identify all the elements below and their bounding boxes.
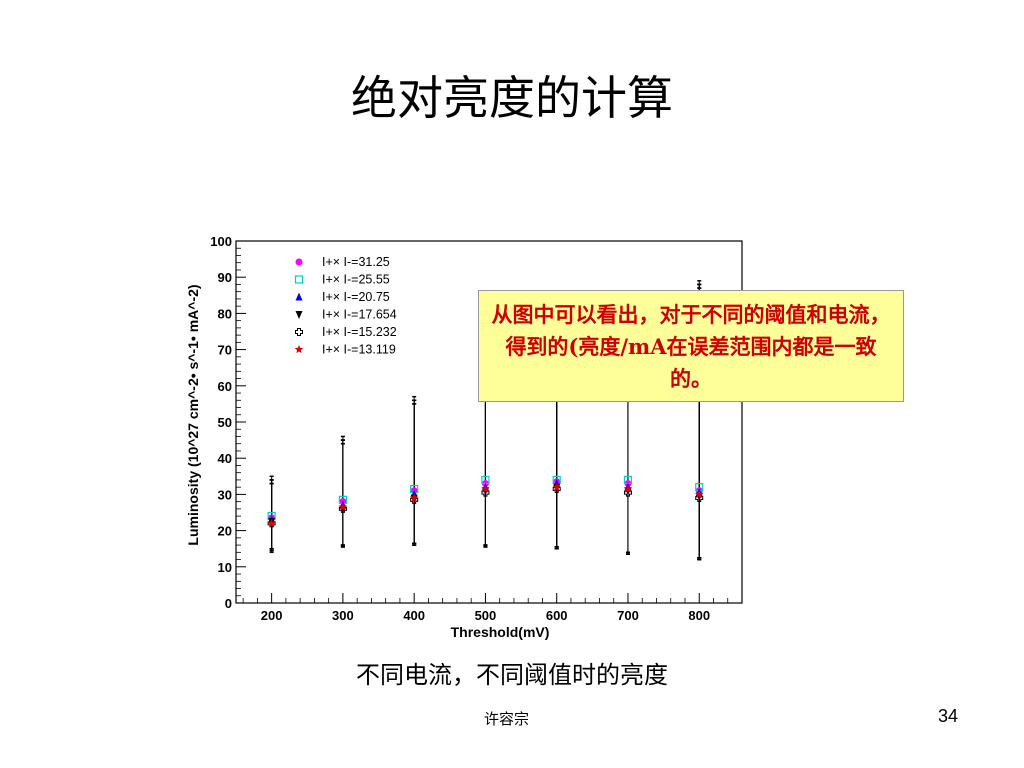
page-number: 34 — [938, 706, 959, 726]
y-tick-label: 20 — [218, 524, 232, 539]
x-tick-label: 400 — [403, 608, 425, 623]
x-tick-label: 800 — [688, 608, 710, 623]
data-point — [338, 502, 348, 511]
legend-label: I+× I-=15.232 — [322, 325, 397, 339]
data-point — [623, 484, 633, 493]
y-tick-label: 90 — [218, 270, 232, 285]
data-point — [552, 482, 561, 491]
figure-caption: 不同电流，不同阈值时的亮度 — [356, 661, 668, 689]
legend-marker — [294, 345, 304, 354]
slide-title: 绝对亮度的计算 — [351, 71, 673, 125]
legend-label: I+× I-=20.75 — [322, 290, 390, 304]
y-tick-label: 60 — [218, 379, 232, 394]
legend-marker — [295, 311, 303, 319]
y-tick-label: 80 — [218, 306, 232, 321]
x-axis-label: Threshold(mV) — [451, 624, 550, 640]
y-tick-label: 70 — [218, 343, 232, 358]
legend-label: I+× I-=31.25 — [322, 255, 390, 269]
x-tick-label: 300 — [332, 608, 354, 623]
legend-marker — [295, 328, 303, 336]
legend-label: I+× I-=17.654 — [322, 308, 397, 322]
legend-label: I+× I-=25.55 — [322, 273, 390, 287]
x-tick-label: 700 — [617, 608, 639, 623]
data-point — [267, 518, 276, 527]
y-tick-label: 100 — [210, 234, 232, 249]
footer-author: 许容宗 — [484, 710, 530, 728]
y-tick-label: 50 — [218, 415, 232, 430]
axis-ticks: 0 10 20 30 40 50 60 70 80 90 100 200 300 400 500 600 700… — [210, 234, 743, 623]
legend-marker — [294, 275, 304, 284]
y-axis-label: Luminosity (10^27 cm^-2• s^-1• mA^-2) — [185, 284, 201, 545]
data-point — [695, 489, 704, 498]
data-markers — [267, 475, 704, 528]
data-point — [481, 484, 490, 493]
legend-label: I+× I-=13.119 — [322, 343, 396, 357]
legend-marker — [295, 258, 303, 266]
x-tick-label: 200 — [261, 608, 283, 623]
y-tick-label: 0 — [225, 596, 232, 611]
y-tick-label: 10 — [218, 560, 232, 575]
x-tick-label: 500 — [475, 608, 497, 623]
y-tick-label: 30 — [218, 487, 232, 502]
y-tick-label: 40 — [218, 451, 232, 466]
legend: I+× I-=31.25 I+× I-=25.55 I+× I-=20.75 I+× … — [294, 255, 397, 357]
legend-marker — [295, 292, 303, 301]
note-callout: 从图中可以看出，对于不同的阈值和电流，得到的(亮度/mA在误差范围内都是一致的。 — [478, 290, 904, 402]
x-tick-label: 600 — [546, 608, 568, 623]
data-point — [409, 493, 419, 502]
